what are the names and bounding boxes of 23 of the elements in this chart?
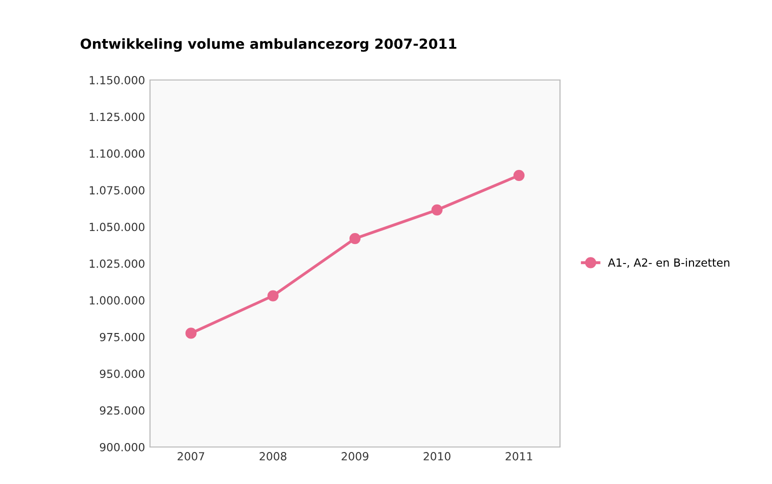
x-tick-label: 2008: [260, 452, 286, 460]
y-tick-label: 1.000.000: [90, 296, 144, 305]
y-tick-label: 925.000: [100, 406, 144, 415]
y-tick-label: 1.100.000: [90, 149, 144, 158]
point: [431, 204, 443, 216]
x-tick-label: 2007: [178, 452, 204, 460]
x-tick-label: 2009: [342, 452, 368, 460]
y-tick-label: 1.025.000: [90, 259, 144, 268]
legend-label: A1-, A2- en B-inzetten: [608, 258, 730, 268]
y-tick-label: 950.000: [100, 370, 144, 378]
chart-title: Ontwikkeling volume ambulancezorg 2007-2011: [80, 38, 456, 52]
y-tick-label: 1.125.000: [90, 112, 144, 122]
y-tick-label: 1.150.000: [90, 76, 144, 84]
point: [513, 170, 525, 181]
y-tick-label: 1.075.000: [90, 186, 144, 194]
point: [185, 328, 197, 339]
x-tick-label: 2010: [424, 452, 450, 460]
y-tick-label: 900.000: [100, 442, 144, 452]
y-tick-label: 975.000: [100, 332, 144, 342]
point: [349, 232, 361, 244]
x-tick-label: 2011: [506, 452, 532, 460]
y-tick-label: 1.050.000: [90, 222, 144, 232]
point: [267, 290, 279, 302]
